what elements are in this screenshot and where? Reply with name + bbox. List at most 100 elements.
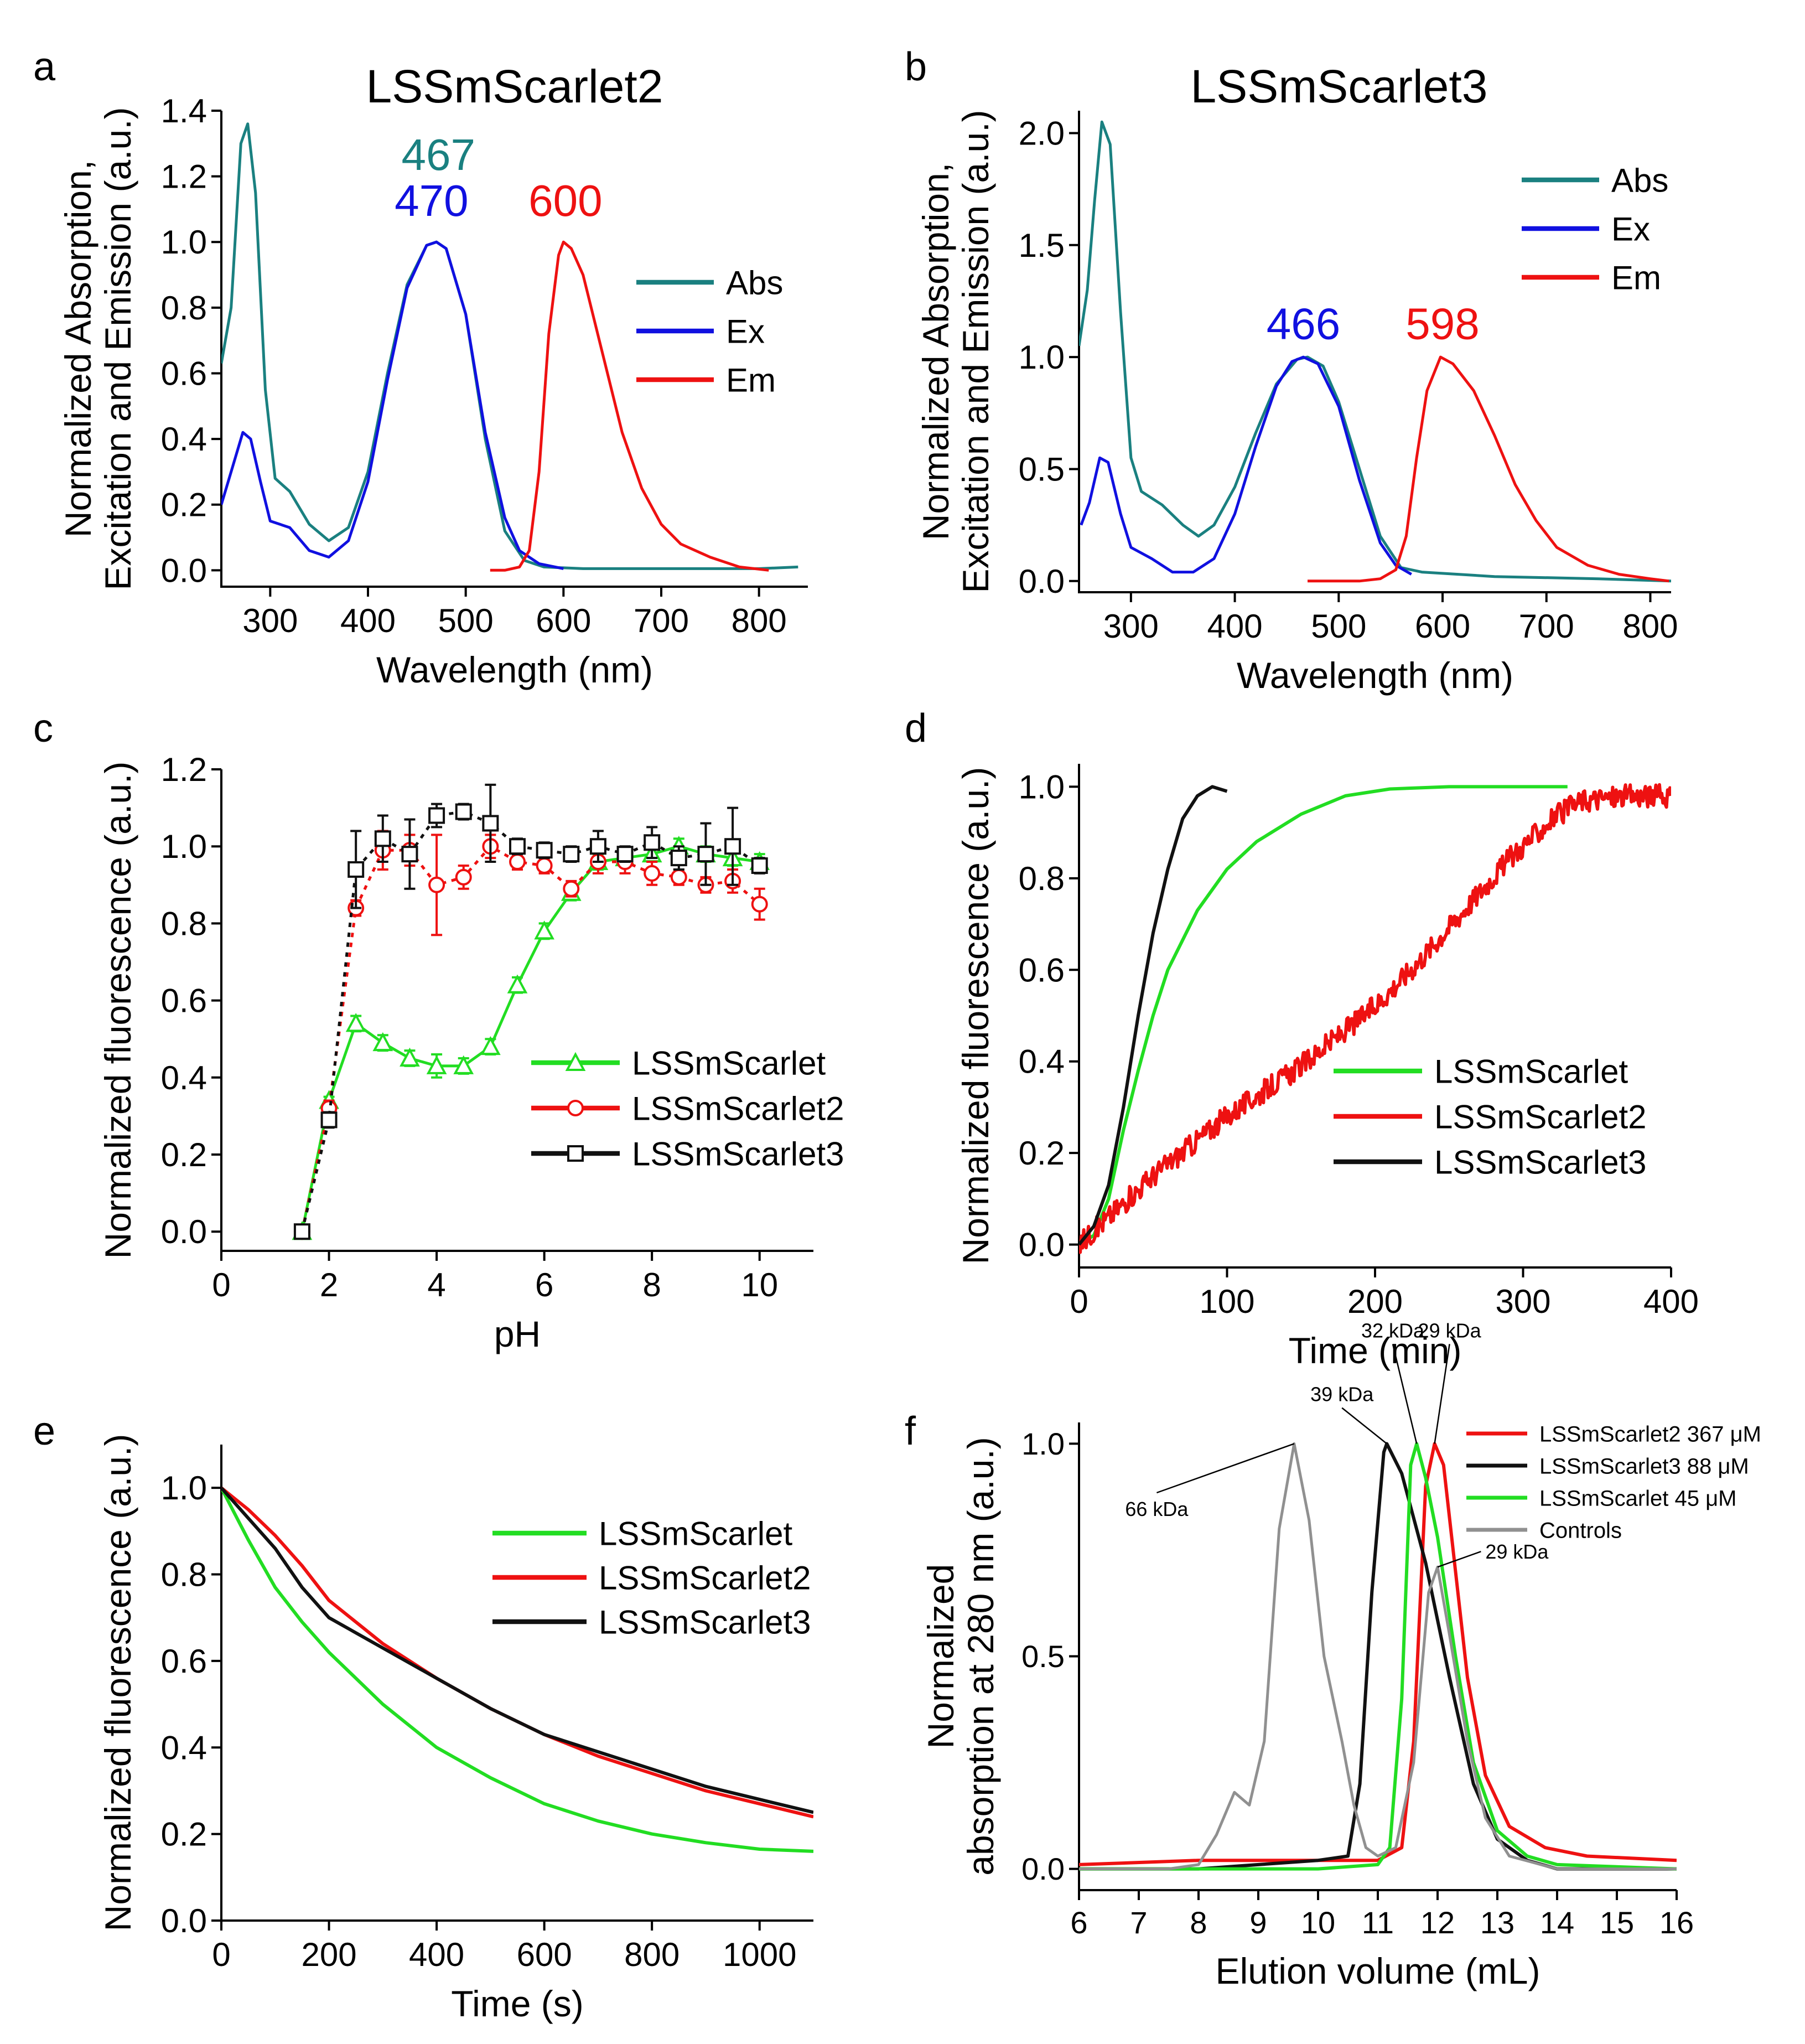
- y-tick-label: 1.0: [1019, 339, 1065, 376]
- y-tick-label: 1.0: [161, 1469, 207, 1507]
- data-point: [428, 807, 445, 824]
- x-axis-label: Wavelength (nm): [376, 649, 653, 690]
- series-line: [300, 845, 761, 1232]
- y-tick-label: 0.0: [161, 1213, 207, 1250]
- annotation: 467: [401, 130, 475, 179]
- y-axis-label: Normalized: [920, 1564, 961, 1749]
- y-tick-label: 0.6: [161, 355, 207, 392]
- annotation-label: 39 kDa: [1310, 1383, 1374, 1406]
- legend-item: LSSmScarlet2: [1334, 1099, 1647, 1136]
- x-tick-label: 300: [1495, 1283, 1550, 1320]
- x-tick-label: 13: [1480, 1905, 1514, 1940]
- chart-title: LSSmScarlet2: [366, 60, 663, 112]
- y-tick-label: 0.2: [1019, 1135, 1065, 1172]
- chart-title: LSSmScarlet3: [1191, 60, 1488, 112]
- data-point: [751, 857, 768, 874]
- y-tick-label: 0.0: [161, 552, 207, 589]
- x-tick-label: 100: [1199, 1283, 1254, 1320]
- legend-label: LSSmScarlet: [632, 1045, 826, 1082]
- annotation: 29 kDa: [1418, 1319, 1482, 1444]
- legend-label: LSSmScarlet2: [632, 1090, 844, 1127]
- x-tick-label: 500: [1311, 608, 1366, 645]
- chart-e: 0 200 400 600 800 1000 0.0 0.2 0.4 0.6 0.8 1.0 Time …: [97, 1434, 813, 2024]
- y-tick-label: 1.2: [161, 751, 207, 788]
- legend-label: LSSmScarlet2: [599, 1560, 811, 1597]
- series-line: [490, 240, 769, 572]
- x-tick-label: 0: [1070, 1283, 1088, 1320]
- data-point: [455, 803, 472, 820]
- y-tick-label: 2.0: [1019, 115, 1065, 152]
- legend-item: LSSmScarlet2: [492, 1560, 811, 1597]
- x-tick-label: 7: [1130, 1905, 1147, 1940]
- x-tick-label: 600: [536, 602, 591, 639]
- y-axis-label: Normalized fluorescence (a.u.): [97, 1434, 138, 1932]
- legend-marker: [567, 1100, 584, 1116]
- x-tick-label: 800: [624, 1936, 680, 1973]
- x-tick-label: 200: [1347, 1283, 1403, 1320]
- data-point: [670, 868, 687, 886]
- y-tick-label: 0.0: [161, 1902, 207, 1939]
- series-lssmscarlet3: [293, 783, 768, 1240]
- legend-label: LSSmScarlet2 367 μM: [1539, 1422, 1761, 1446]
- data-point: [751, 896, 768, 913]
- series-line: [221, 1487, 813, 1814]
- y-tick-label: 0.4: [161, 1059, 207, 1096]
- y-tick-label: 0.2: [161, 487, 207, 524]
- legend: LSSmScarlet LSSmScarlet2 LSSmScarlet3: [492, 1515, 811, 1641]
- x-axis-label: Elution volume (mL): [1216, 1950, 1541, 1991]
- y-tick-label: 1.0: [161, 224, 207, 261]
- x-tick-label: 10: [1301, 1905, 1335, 1940]
- legend-label: LSSmScarlet2: [1434, 1099, 1647, 1136]
- legend-label: Abs: [726, 265, 783, 302]
- plot-area: [1079, 783, 1671, 1254]
- plot-area: [1079, 120, 1671, 583]
- annotation-label: 29 kDa: [1418, 1319, 1482, 1342]
- data-point: [480, 1036, 501, 1055]
- annotation: 32 kDa: [1361, 1319, 1425, 1444]
- series-line: [1079, 1442, 1677, 1871]
- data-point: [345, 1013, 366, 1032]
- legend-label: Abs: [1611, 162, 1668, 199]
- chart-d: 0 100 200 300 400 0.0 0.2 0.4 0.6 0.8 1.0 Time (min…: [955, 764, 1699, 1371]
- y-tick-label: 0.2: [161, 1136, 207, 1173]
- plot-area: [221, 1486, 813, 1853]
- x-tick-label: 700: [634, 602, 689, 639]
- axis-lines: [1078, 111, 1671, 593]
- annotation: 600: [528, 176, 602, 225]
- legend-item: LSSmScarlet: [492, 1515, 792, 1553]
- legend-label: LSSmScarlet3: [599, 1604, 811, 1641]
- data-point: [697, 846, 714, 863]
- legend-item: Ex: [1522, 211, 1650, 248]
- x-tick-label: 12: [1420, 1905, 1455, 1940]
- annotation: 466: [1267, 299, 1340, 349]
- series-ex: [1080, 355, 1412, 576]
- legend-label: Em: [1611, 260, 1661, 297]
- series-lssmscarlet3: [1079, 785, 1228, 1246]
- y-tick-label: 0.4: [161, 421, 207, 458]
- x-tick-label: 8: [1190, 1905, 1207, 1940]
- y-axis-label: Normalized Absorption,: [915, 163, 956, 540]
- chart-c: 0 2 4 6 8 10 0.0 0.2 0.4 0.6 0.8 1.0 1.2 pH Normalized…: [97, 751, 844, 1354]
- y-tick-label: 0.5: [1021, 1639, 1065, 1674]
- legend-item: LSSmScarlet: [531, 1045, 826, 1082]
- y-tick-label: 1.5: [1019, 227, 1065, 264]
- annotation-label: 466: [1267, 299, 1340, 349]
- series-em: [1308, 355, 1669, 583]
- annotation: 39 kDa: [1310, 1383, 1387, 1445]
- annotation-label: 66 kDa: [1125, 1498, 1189, 1520]
- x-tick-label: 9: [1249, 1905, 1267, 1940]
- legend-label: LSSmScarlet: [599, 1515, 792, 1553]
- x-tick-label: 400: [1207, 608, 1263, 645]
- x-tick-label: 200: [301, 1936, 356, 1973]
- x-tick-label: 6: [535, 1266, 553, 1303]
- legend-item: Controls: [1466, 1518, 1622, 1543]
- y-axis-label: absorption at 280 nm (a.u.): [960, 1437, 1001, 1875]
- annotation-label: 467: [401, 130, 475, 179]
- legend-label: LSSmScarlet 45 μM: [1539, 1486, 1737, 1510]
- y-tick-label: 1.4: [161, 92, 207, 130]
- data-point: [536, 842, 553, 859]
- legend-item: Abs: [636, 265, 783, 302]
- x-tick-label: 300: [1103, 608, 1159, 645]
- legend-item: LSSmScarlet 45 μM: [1466, 1486, 1737, 1510]
- panel-f: f 6 7 8 9 10 11 12 13 14 15 16 0.0 0.5 1.0 Elution vol…: [905, 1319, 1761, 1991]
